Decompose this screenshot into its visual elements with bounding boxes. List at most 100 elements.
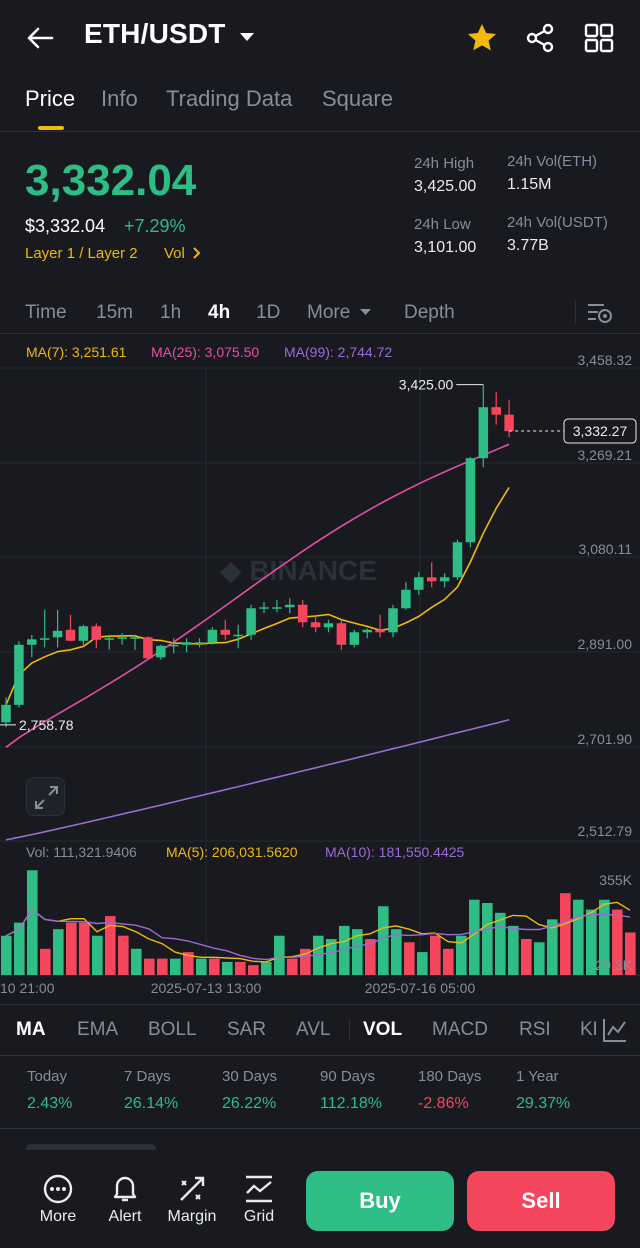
price-markers: 3,425.00 2,758.78 3,332.27 bbox=[0, 377, 637, 733]
interval-15m[interactable]: 15m bbox=[96, 302, 133, 323]
ma99-line bbox=[5, 719, 510, 841]
volume-bar bbox=[170, 958, 181, 975]
candle-body bbox=[272, 607, 282, 609]
volume-bar bbox=[482, 903, 493, 975]
indicator-settings-button[interactable] bbox=[596, 1005, 640, 1055]
vol-eth-label: 24h Vol(ETH) bbox=[507, 153, 598, 170]
margin-icon[interactable] bbox=[176, 1173, 208, 1205]
interval-1d[interactable]: 1D bbox=[256, 302, 281, 323]
caret-down-icon[interactable] bbox=[238, 30, 256, 44]
volume-legend: Vol: 111,321.9406 bbox=[26, 844, 137, 860]
drag-handle[interactable] bbox=[26, 1144, 156, 1154]
candle-body bbox=[143, 637, 153, 659]
volume-legend: Vol: 111,321.9406 MA(5): 206,031.5620 MA(1… bbox=[26, 844, 633, 973]
share-icon[interactable] bbox=[524, 22, 556, 54]
interval-time[interactable]: Time bbox=[25, 302, 67, 323]
volume-bar bbox=[560, 893, 571, 975]
interval-4h[interactable]: 4h bbox=[208, 302, 231, 323]
chart-grid bbox=[0, 367, 640, 976]
price-chart[interactable]: ◆ BINANCE 3,458.32 3,269.21 3,080.11 2,891.… bbox=[0, 336, 640, 1006]
candle-body bbox=[259, 607, 269, 609]
candle-body bbox=[156, 645, 166, 658]
pair-title[interactable]: ETH/USDT bbox=[84, 18, 226, 49]
alert-label[interactable]: Alert bbox=[108, 1208, 142, 1225]
more-label[interactable]: More bbox=[39, 1208, 77, 1225]
buy-button[interactable]: Buy bbox=[306, 1171, 454, 1231]
ma25-line bbox=[5, 443, 510, 748]
grid-icon[interactable] bbox=[583, 22, 615, 54]
volume-bars bbox=[1, 870, 636, 975]
chart-settings-icon[interactable] bbox=[586, 301, 614, 327]
volume-bar bbox=[209, 958, 220, 975]
star-icon[interactable] bbox=[466, 22, 498, 54]
indicator-chart-icon bbox=[603, 1019, 626, 1042]
bell-icon[interactable] bbox=[109, 1172, 141, 1204]
indicator-rsi[interactable]: RSI bbox=[519, 1019, 551, 1040]
volume-ma-lines bbox=[5, 901, 631, 963]
volume-bar bbox=[469, 899, 480, 975]
volume-bar bbox=[404, 942, 415, 975]
price-change-percent: +7.29% bbox=[124, 216, 186, 236]
volume-bar bbox=[430, 935, 441, 975]
performance-label: 90 Days bbox=[320, 1068, 376, 1085]
interval-more[interactable]: More bbox=[307, 302, 351, 323]
volume-bar bbox=[378, 906, 389, 975]
grid-label[interactable]: Grid bbox=[243, 1208, 275, 1225]
margin-label[interactable]: Margin bbox=[167, 1208, 217, 1225]
expand-chart-button[interactable] bbox=[26, 777, 65, 816]
vol-usdt-value: 3.77B bbox=[507, 237, 549, 254]
category-link[interactable]: Layer 1 / Layer 2 bbox=[25, 245, 138, 262]
candle-body bbox=[285, 604, 295, 608]
interval-depth[interactable]: Depth bbox=[404, 302, 455, 323]
volume-bar bbox=[443, 948, 454, 975]
volume-bar bbox=[508, 925, 519, 975]
candle-body bbox=[220, 629, 231, 635]
candle-body bbox=[181, 642, 192, 645]
grid-trading-icon[interactable] bbox=[243, 1173, 275, 1205]
indicator-boll[interactable]: BOLL bbox=[148, 1019, 197, 1040]
tab-info[interactable]: Info bbox=[101, 86, 138, 111]
indicator-vol[interactable]: VOL bbox=[363, 1019, 403, 1040]
low-marker-label: 2,758.78 bbox=[19, 717, 74, 733]
candle-body bbox=[375, 629, 385, 633]
performance-value: 112.18% bbox=[320, 1095, 382, 1112]
performance-label: 180 Days bbox=[418, 1068, 482, 1085]
performance-label: 30 Days bbox=[222, 1068, 278, 1085]
indicator-ema[interactable]: EMA bbox=[77, 1019, 119, 1040]
volume-bar bbox=[1, 935, 12, 975]
interval-1h[interactable]: 1h bbox=[160, 302, 182, 323]
volume-bar bbox=[339, 925, 350, 975]
price-axis-label: 3,269.21 bbox=[578, 447, 633, 463]
volume-bar bbox=[521, 939, 532, 975]
volume-bar bbox=[248, 965, 259, 975]
indicator-ma[interactable]: MA bbox=[16, 1019, 46, 1040]
indicator-sar[interactable]: SAR bbox=[227, 1019, 267, 1040]
candle-body bbox=[14, 644, 24, 705]
price-axis-label: 3,080.11 bbox=[579, 541, 633, 557]
ma25-legend: MA(25): 3,075.50 bbox=[151, 344, 260, 360]
indicator-avl[interactable]: AVL bbox=[296, 1019, 331, 1040]
vol-link[interactable]: Vol bbox=[164, 245, 202, 262]
caret-down-icon[interactable] bbox=[359, 307, 372, 317]
volume-bar bbox=[105, 916, 116, 975]
low-value: 3,101.00 bbox=[414, 239, 477, 256]
expand-icon bbox=[35, 786, 58, 809]
volume-bar bbox=[287, 958, 298, 975]
tab-trading-data[interactable]: Trading Data bbox=[166, 86, 293, 111]
high-marker-label: 3,425.00 bbox=[399, 377, 454, 393]
more-icon[interactable] bbox=[42, 1173, 74, 1205]
volume-bar bbox=[79, 922, 90, 975]
performance-value: -2.86% bbox=[418, 1095, 469, 1112]
volume-axis-top: 355K bbox=[599, 872, 632, 888]
divider bbox=[0, 1128, 640, 1129]
tab-price[interactable]: Price bbox=[25, 86, 76, 111]
sell-button[interactable]: Sell bbox=[467, 1171, 615, 1231]
back-arrow-icon[interactable] bbox=[24, 22, 56, 54]
time-axis-label: 2025-07-13 13:00 bbox=[151, 980, 262, 996]
indicator-macd[interactable]: MACD bbox=[432, 1019, 488, 1040]
performance-value: 2.43% bbox=[27, 1095, 73, 1112]
tab-square[interactable]: Square bbox=[322, 86, 393, 111]
candle-body bbox=[452, 542, 463, 578]
performance-label: 7 Days bbox=[124, 1068, 171, 1085]
candle-body bbox=[168, 644, 179, 647]
